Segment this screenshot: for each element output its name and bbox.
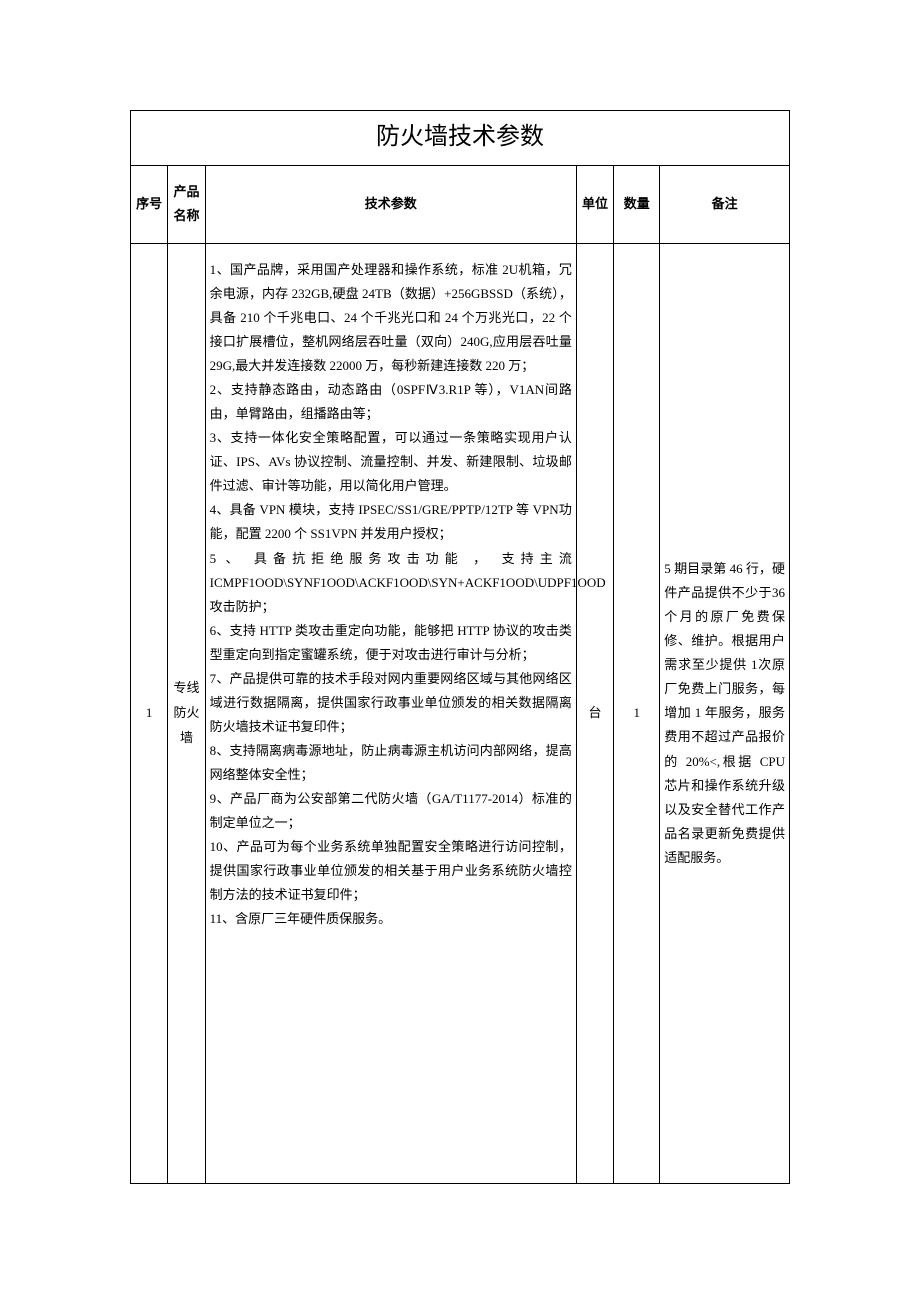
document-container: 防火墙技术参数 序号 产品名称 技术参数 单位 数量 备注 1 专线防火墙 1、… <box>130 110 790 1184</box>
table-row: 1 专线防火墙 1、国产品牌，采用国产处理器和操作系统，标准 2U机箱，冗余电源… <box>131 243 790 1183</box>
cell-spec: 1、国产品牌，采用国产处理器和操作系统，标准 2U机箱，冗余电源，内存 232G… <box>205 243 576 1183</box>
spec-table: 防火墙技术参数 序号 产品名称 技术参数 单位 数量 备注 1 专线防火墙 1、… <box>130 110 790 1184</box>
cell-unit: 台 <box>576 243 613 1183</box>
cell-qty: 1 <box>614 243 660 1183</box>
header-name: 产品名称 <box>168 165 205 243</box>
header-seq: 序号 <box>131 165 168 243</box>
table-title: 防火墙技术参数 <box>131 111 790 166</box>
title-row: 防火墙技术参数 <box>131 111 790 166</box>
header-row: 序号 产品名称 技术参数 单位 数量 备注 <box>131 165 790 243</box>
header-unit: 单位 <box>576 165 613 243</box>
header-remark: 备注 <box>660 165 790 243</box>
header-qty: 数量 <box>614 165 660 243</box>
cell-name: 专线防火墙 <box>168 243 205 1183</box>
cell-seq: 1 <box>131 243 168 1183</box>
header-spec: 技术参数 <box>205 165 576 243</box>
cell-remark: 5 期目录第 46 行，硬件产品提供不少于36 个月的原厂免费保修、维护。根据用… <box>660 243 790 1183</box>
